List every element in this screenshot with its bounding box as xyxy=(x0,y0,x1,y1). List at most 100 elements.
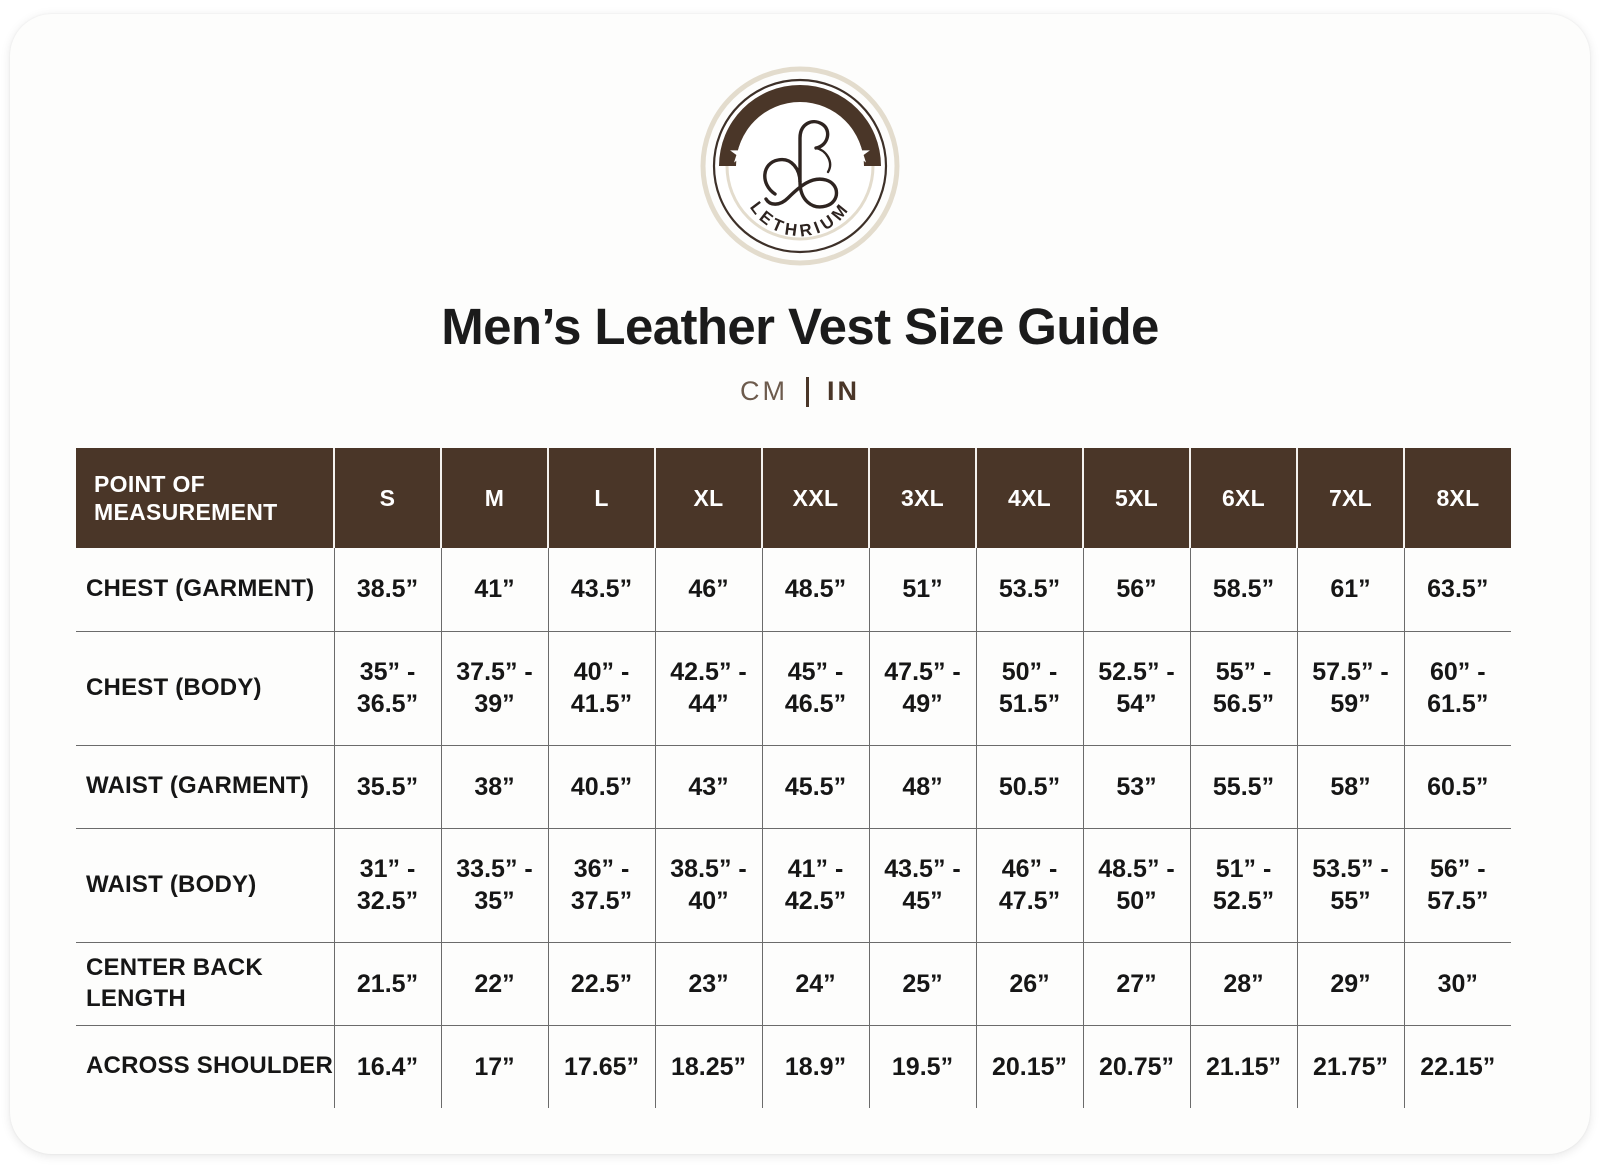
measurement-value: 51” xyxy=(869,548,977,632)
measurement-value: 23” xyxy=(655,942,763,1026)
measurement-value: 45.5” xyxy=(762,745,870,829)
measurement-value: 21.15” xyxy=(1190,1025,1298,1108)
column-header-l: L xyxy=(548,448,656,548)
measurement-value: 38.5” xyxy=(334,548,442,632)
measurement-value: 45” -46.5” xyxy=(762,631,870,746)
measurement-value: 27” xyxy=(1083,942,1191,1026)
measurement-value: 21.75” xyxy=(1297,1025,1405,1108)
table-row: ACROSS SHOULDER 16.4” 17” 17.65” 18.25” 18.9”… xyxy=(76,1025,1511,1108)
measurement-value: 60.5” xyxy=(1404,745,1511,829)
column-header-xxl: XXL xyxy=(762,448,870,548)
header-line-1: POINT OF xyxy=(94,470,206,497)
unit-divider xyxy=(806,376,809,407)
measurement-value: 43.5” -45” xyxy=(869,828,977,943)
measurement-value: 20.75” xyxy=(1083,1025,1191,1108)
measurement-value: 35” -36.5” xyxy=(334,631,442,746)
measurement-value: 37.5” -39” xyxy=(441,631,549,746)
column-header-s: S xyxy=(334,448,442,548)
measurement-value: 50.5” xyxy=(976,745,1084,829)
measurement-value: 43” xyxy=(655,745,763,829)
measurement-value: 46” -47.5” xyxy=(976,828,1084,943)
measurement-value: 38” xyxy=(441,745,549,829)
column-header-5xl: 5XL xyxy=(1083,448,1191,548)
column-header-3xl: 3XL xyxy=(869,448,977,548)
measurement-value: 55.5” xyxy=(1190,745,1298,829)
measurement-value: 51” -52.5” xyxy=(1190,828,1298,943)
logo-svg: LETHRIUM xyxy=(700,66,900,266)
measurement-value: 52.5” -54” xyxy=(1083,631,1191,746)
measurement-value: 31” -32.5” xyxy=(334,828,442,943)
measurement-value: 41” xyxy=(441,548,549,632)
measurement-value: 53.5” -55” xyxy=(1297,828,1405,943)
measurement-value: 41” -42.5” xyxy=(762,828,870,943)
measurement-value: 22” xyxy=(441,942,549,1026)
measurement-label: WAIST (GARMENT) xyxy=(76,745,335,829)
measurement-value: 53” xyxy=(1083,745,1191,829)
column-header-4xl: 4XL xyxy=(976,448,1084,548)
column-header-point-of-measurement: POINT OF MEASUREMENT xyxy=(76,448,335,548)
measurement-value: 43.5” xyxy=(548,548,656,632)
column-header-xl: XL xyxy=(655,448,763,548)
measurement-value: 33.5” -35” xyxy=(441,828,549,943)
table-row: CHEST (BODY) 35” -36.5” 37.5” -39” 40” -41.… xyxy=(76,631,1511,746)
measurement-value: 48” xyxy=(869,745,977,829)
measurement-label: WAIST (BODY) xyxy=(76,828,335,943)
lethrium-logo-mark: LETHRIUM xyxy=(700,66,900,266)
measurement-value: 25” xyxy=(869,942,977,1026)
size-table-wrapper: POINT OF MEASUREMENT S M L XL XXL 3XL 4X… xyxy=(76,448,1511,1108)
table-row: CHEST (GARMENT) 38.5” 41” 43.5” 46” 48.5” 51” 5… xyxy=(76,548,1511,632)
column-header-8xl: 8XL xyxy=(1404,448,1511,548)
page-title: Men’s Leather Vest Size Guide xyxy=(441,298,1159,355)
measurement-value: 29” xyxy=(1297,942,1405,1026)
unit-option-cm[interactable]: CM xyxy=(740,376,788,406)
size-table-body: CHEST (GARMENT) 38.5” 41” 43.5” 46” 48.5” 51” 5… xyxy=(76,548,1511,1108)
measurement-value: 50” -51.5” xyxy=(976,631,1084,746)
table-row: WAIST (BODY) 31” -32.5” 33.5” -35” 36” -37.… xyxy=(76,828,1511,943)
measurement-label: CHEST (BODY) xyxy=(76,631,335,746)
measurement-value: 56” xyxy=(1083,548,1191,632)
measurement-value: 17” xyxy=(441,1025,549,1108)
unit-option-in[interactable]: IN xyxy=(827,376,860,406)
measurement-value: 36” -37.5” xyxy=(548,828,656,943)
measurement-value: 60” -61.5” xyxy=(1404,631,1511,746)
brand-logo: LETHRIUM xyxy=(10,66,1590,266)
measurement-label: ACROSS SHOULDER xyxy=(76,1025,335,1108)
measurement-value: 56” -57.5” xyxy=(1404,828,1511,943)
header-row: POINT OF MEASUREMENT S M L XL XXL 3XL 4X… xyxy=(76,448,1511,548)
column-header-m: M xyxy=(441,448,549,548)
measurement-value: 19.5” xyxy=(869,1025,977,1108)
measurement-value: 46” xyxy=(655,548,763,632)
measurement-value: 18.9” xyxy=(762,1025,870,1108)
measurement-value: 21.5” xyxy=(334,942,442,1026)
measurement-value: 20.15” xyxy=(976,1025,1084,1108)
measurement-value: 58” xyxy=(1297,745,1405,829)
measurement-value: 22.15” xyxy=(1404,1025,1511,1108)
measurement-value: 57.5” -59” xyxy=(1297,631,1405,746)
column-header-7xl: 7XL xyxy=(1297,448,1405,548)
unit-toggle[interactable]: CM IN xyxy=(10,376,1590,407)
measurement-value: 28” xyxy=(1190,942,1298,1026)
measurement-value: 63.5” xyxy=(1404,548,1511,632)
measurement-value: 40” -41.5” xyxy=(548,631,656,746)
size-table: POINT OF MEASUREMENT S M L XL XXL 3XL 4X… xyxy=(76,448,1511,1108)
size-table-head: POINT OF MEASUREMENT S M L XL XXL 3XL 4X… xyxy=(76,448,1511,548)
measurement-value: 58.5” xyxy=(1190,548,1298,632)
measurement-value: 38.5” -40” xyxy=(655,828,763,943)
measurement-value: 16.4” xyxy=(334,1025,442,1108)
measurement-value: 61” xyxy=(1297,548,1405,632)
measurement-value: 47.5” -49” xyxy=(869,631,977,746)
measurement-value: 22.5” xyxy=(548,942,656,1026)
table-row: WAIST (GARMENT) 35.5” 38” 40.5” 43” 45.5” 48” 5… xyxy=(76,745,1511,829)
measurement-value: 30” xyxy=(1404,942,1511,1026)
measurement-value: 35.5” xyxy=(334,745,442,829)
measurement-label: CENTER BACK LENGTH xyxy=(76,942,335,1026)
measurement-value: 48.5” -50” xyxy=(1083,828,1191,943)
measurement-value: 18.25” xyxy=(655,1025,763,1108)
measurement-value: 40.5” xyxy=(548,745,656,829)
measurement-value: 53.5” xyxy=(976,548,1084,632)
measurement-value: 26” xyxy=(976,942,1084,1026)
size-guide-card: LETHRIUM Men’s Leather Vest Size Guide C… xyxy=(10,14,1590,1154)
table-row: CENTER BACK LENGTH 21.5” 22” 22.5” 23” 24” 25”… xyxy=(76,942,1511,1026)
measurement-label: CHEST (GARMENT) xyxy=(76,548,335,632)
